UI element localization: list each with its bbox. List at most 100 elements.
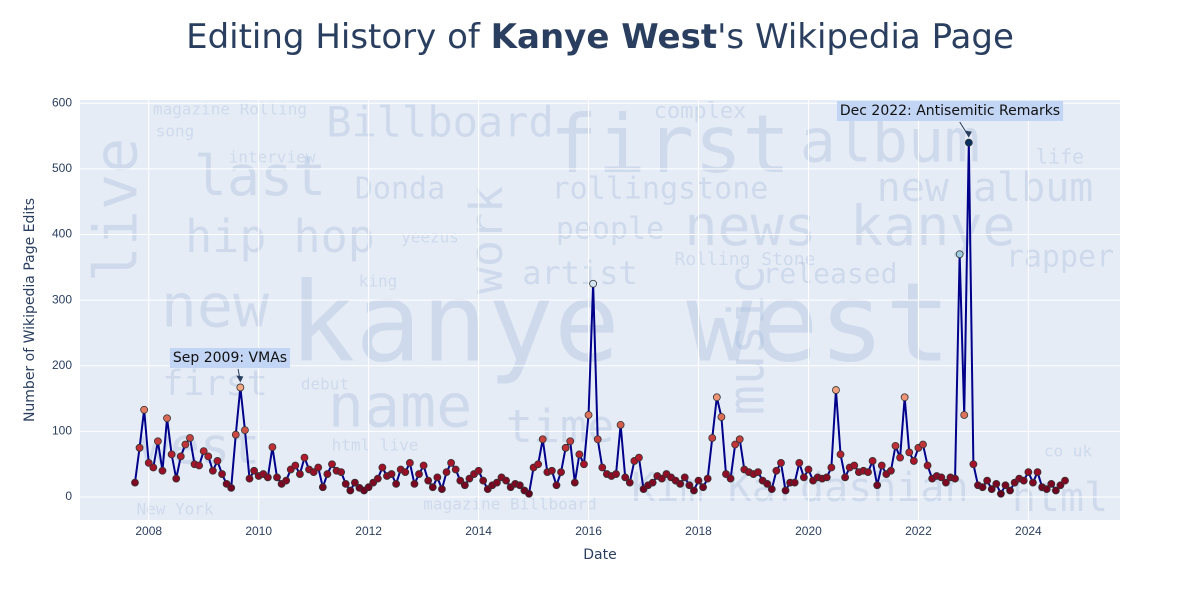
point [401,468,410,476]
cloud-word: debut [301,375,349,394]
point [616,420,625,429]
x-tick-label: 2012 [355,524,382,538]
point [1029,478,1037,487]
point [245,474,254,483]
point [479,476,488,485]
point [827,463,836,472]
point [447,459,456,467]
point [580,460,588,469]
point [593,435,602,444]
point [657,474,666,483]
point [566,437,575,446]
point [525,489,533,498]
y-tick-label: 100 [52,424,72,438]
point [795,459,804,467]
point [987,485,996,494]
grid: 0 100 200 300 400 500 600 2008 2010 2012 2014 2016 2… [52,95,1120,538]
point [557,468,565,476]
y-tick-label: 400 [52,227,72,241]
cloud-word: rollingstone [552,172,769,207]
point [135,443,144,452]
point [1001,481,1010,490]
point [451,465,460,474]
point [465,474,474,483]
cloud-word: html live [332,436,419,455]
point [781,486,790,495]
point [598,463,607,472]
point [942,478,950,487]
x-tick-label: 2008 [135,524,162,538]
y-tick-label: 500 [52,161,72,175]
title-part: 's Wikipedia Page [717,17,1014,57]
point [864,468,872,476]
point [1019,476,1028,485]
point [268,443,277,452]
cloud-word: Rolling Stone [675,249,816,270]
point [314,463,323,472]
point [460,481,469,490]
point [589,279,598,288]
point [419,461,428,470]
point [195,461,204,470]
point [144,459,153,467]
point [158,466,167,475]
point [717,413,726,421]
point [690,486,698,495]
cloud-word: people [556,212,664,247]
point [996,489,1005,498]
point [919,440,927,449]
point [648,478,657,487]
point [923,461,932,470]
point [153,437,162,446]
cloud-word: magazine Billboard [423,495,596,514]
cloud-word: interview [229,148,316,167]
point [676,480,685,488]
chart-title: Editing History of Kanye West's Wikipedi… [186,17,1014,57]
arrow-head [236,375,244,383]
x-tick-label: 2014 [465,524,492,538]
point [1056,481,1065,490]
point [140,405,149,414]
point [493,478,501,487]
point [350,478,359,487]
point [822,473,831,482]
point [699,483,707,492]
annotation: Dec 2022: Antisemitic Remarks [836,101,1064,138]
cloud-word: live [82,138,152,283]
point [836,450,845,459]
point [612,470,620,478]
point [896,453,904,462]
cloud-word: first [162,364,267,404]
point [250,466,258,475]
point [832,386,840,394]
point [176,452,185,461]
point [575,450,584,459]
point [328,460,336,469]
point [291,461,300,470]
point [772,466,781,475]
point [236,383,245,392]
point [625,478,634,487]
point [804,465,813,474]
point [891,441,900,450]
point [735,435,744,444]
point [726,474,735,483]
point [790,478,799,487]
point [712,393,721,402]
point [978,483,987,492]
point [218,470,226,478]
x-tick-label: 2016 [575,524,602,538]
annotation-text: Sep 2009: VMAs [173,350,287,366]
x-tick-label: 2018 [685,524,712,538]
x-tick-label: 2022 [905,524,932,538]
point [877,461,886,470]
point [937,473,946,482]
point [621,473,630,482]
cloud-word: first [550,98,791,191]
point [868,457,877,465]
cloud-word: new album [877,165,1094,211]
point [534,460,543,469]
cloud-word: released [763,257,898,290]
point [964,138,973,147]
point [722,470,730,478]
